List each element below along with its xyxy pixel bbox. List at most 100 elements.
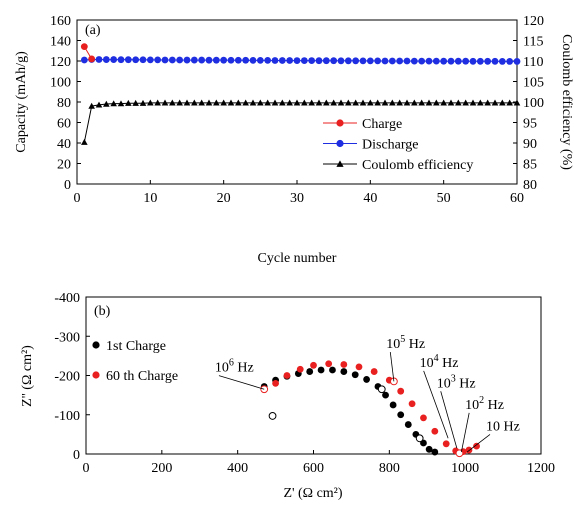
- panel-a-y2-tick-label: 105: [523, 76, 544, 91]
- panel-b-impedance-chart: (b) Z' (Ω cm²) Z'' (Ω cm²) 0 200 400 600 800…: [20, 291, 555, 501]
- panel-a-y-tick-label: 20: [57, 158, 71, 173]
- panel-a-point-coulomb-efficiency: [323, 99, 330, 106]
- panel-a-point-coulomb-efficiency: [110, 100, 117, 107]
- panel-b-point-60-th-charge: [465, 446, 473, 454]
- panel-b-frequency-label: 102 Hz: [465, 395, 504, 413]
- panel-a-point-coulomb-efficiency: [301, 99, 308, 106]
- panel-b-point-1st-charge: [397, 411, 405, 419]
- panel-b-legend-label: 1st Charge: [106, 339, 166, 354]
- panel-b-point-1st-charge: [404, 421, 412, 428]
- panel-b-point-60-th-charge: [310, 361, 317, 369]
- panel-a-point-coulomb-efficiency: [315, 99, 323, 106]
- panel-a-y2-tick-label: 85: [523, 158, 537, 173]
- panel-a-point-coulomb-efficiency: [337, 99, 345, 106]
- legend-swatch-circle: [92, 371, 100, 379]
- panel-a-point-coulomb-efficiency: [367, 99, 374, 106]
- panel-a-point-coulomb-efficiency: [249, 99, 257, 106]
- panel-b-frequency-label: 105 Hz: [386, 334, 425, 352]
- panel-b-y-tick-label: -300: [54, 330, 80, 345]
- panel-b-point-1st-charge: [425, 445, 433, 453]
- panel-b-point-60-th-charge: [473, 442, 480, 450]
- panel-a-point-coulomb-efficiency: [462, 99, 469, 106]
- panel-b-point-60-th-charge: [296, 365, 304, 373]
- panel-a-point-coulomb-efficiency: [88, 102, 95, 109]
- panel-b-point-60-th-charge: [397, 387, 405, 395]
- panel-b-point-60-th-charge: [355, 363, 363, 371]
- panel-a-point-coulomb-efficiency: [191, 99, 198, 106]
- panel-a-point-discharge: [315, 57, 323, 65]
- panel-a-point-discharge: [102, 56, 110, 63]
- panel-a-point-coulomb-efficiency: [381, 99, 389, 106]
- panel-b-point-1st-charge: [382, 391, 389, 399]
- panel-a-point-discharge: [322, 57, 330, 65]
- panel-a-point-discharge: [242, 56, 250, 64]
- panel-a-y2-tick-label: 100: [523, 96, 544, 111]
- panel-a-y2-tick-label: 120: [523, 14, 544, 29]
- panel-a-point-coulomb-efficiency: [374, 99, 381, 106]
- panel-a-point-coulomb-efficiency: [95, 101, 103, 108]
- panel-a-point-discharge: [352, 57, 360, 65]
- panel-b-point-1st-charge: [389, 401, 397, 409]
- panel-a-point-discharge: [366, 57, 374, 65]
- panel-a-point-coulomb-efficiency: [411, 99, 418, 106]
- panel-a-y2-axis-label: Coulomb efficiency (%): [559, 34, 574, 170]
- panel-b-y-tick-label: -400: [54, 291, 80, 306]
- panel-a-point-discharge: [249, 56, 257, 64]
- panel-a-point-discharge: [154, 56, 162, 64]
- panel-a-point-discharge: [484, 57, 492, 65]
- panel-a-point-coulomb-efficiency: [154, 99, 161, 106]
- panel-a-y-tick-label: 40: [57, 137, 71, 152]
- panel-a-point-coulomb-efficiency: [491, 99, 499, 106]
- panel-a-point-coulomb-efficiency: [433, 99, 440, 106]
- panel-b-annotation-leader: [466, 434, 491, 453]
- panel-a-point-discharge: [425, 57, 433, 65]
- panel-b-point-1st-charge: [317, 366, 325, 374]
- panel-a-point-coulomb-efficiency: [132, 99, 139, 106]
- panel-a-point-coulomb-efficiency: [169, 99, 176, 106]
- panel-b-point-1st-charge: [431, 448, 439, 456]
- panel-a-point-coulomb-efficiency: [147, 99, 154, 106]
- panel-a-x-axis-label: Cycle number: [258, 251, 337, 266]
- panel-b-point-60-th-charge: [283, 372, 291, 379]
- panel-a-point-coulomb-efficiency: [506, 99, 513, 106]
- panel-b-y-tick-label: -100: [54, 409, 80, 424]
- panel-a-point-coulomb-efficiency: [161, 99, 169, 106]
- panel-a-point-discharge: [264, 56, 272, 64]
- panel-a-x-tick-label: 40: [363, 191, 377, 206]
- panel-b-x-tick-label: 600: [303, 461, 324, 476]
- panel-a-point-discharge: [454, 57, 462, 65]
- panel-b-point-60-th-charge: [408, 400, 416, 408]
- panel-a-point-coulomb-efficiency: [345, 99, 352, 106]
- panel-a-y-tick-label: 160: [50, 14, 71, 29]
- panel-a-y-tick-label: 80: [57, 96, 71, 111]
- panel-a-point-coulomb-efficiency: [286, 99, 293, 106]
- panel-a-point-discharge: [506, 58, 514, 65]
- panel-b-frequency-label: 103 Hz: [437, 373, 476, 391]
- panel-b-open-marker: [415, 434, 424, 443]
- panel-b-annotation-leader: [389, 351, 395, 382]
- panel-a-x-tick-label: 0: [74, 191, 81, 206]
- legend-swatch-triangle: [336, 160, 344, 167]
- panel-a-y2-tick-label: 110: [523, 55, 543, 70]
- panel-a-x-tick-label: 60: [510, 191, 524, 206]
- panel-a-point-discharge: [469, 57, 477, 65]
- panel-a-legend-label: Discharge: [362, 138, 419, 153]
- panel-b-frequency-label: 104 Hz: [420, 353, 459, 371]
- panel-b-point-1st-charge: [340, 368, 348, 375]
- panel-a-point-coulomb-efficiency: [447, 99, 455, 106]
- panel-a-point-discharge: [256, 56, 264, 64]
- panel-a-point-discharge: [300, 57, 308, 64]
- panel-b-point-60-th-charge: [325, 360, 333, 368]
- panel-a-point-coulomb-efficiency: [352, 99, 359, 106]
- panel-b-label: (b): [94, 304, 111, 319]
- panel-a-point-coulomb-efficiency: [330, 99, 337, 106]
- panel-a-point-discharge: [234, 56, 242, 64]
- panel-a-point-charge: [88, 55, 96, 63]
- panel-a-point-discharge: [139, 56, 147, 64]
- panel-a-point-discharge: [124, 56, 132, 64]
- panel-a-point-discharge: [359, 57, 367, 65]
- panel-a-point-coulomb-efficiency: [176, 99, 183, 106]
- panel-a-point-coulomb-efficiency: [440, 99, 447, 106]
- panel-b-x-tick-label: 0: [83, 461, 90, 476]
- panel-a-point-discharge: [227, 56, 235, 64]
